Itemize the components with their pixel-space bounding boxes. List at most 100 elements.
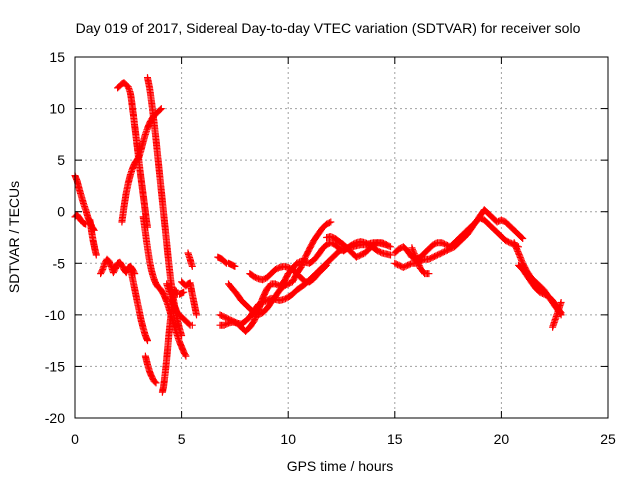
data-point-run	[280, 271, 291, 286]
data-point-run	[485, 210, 496, 221]
data-point-run	[340, 241, 351, 252]
data-point-run	[184, 249, 192, 258]
data-point-run	[310, 252, 321, 264]
data-point-run	[242, 324, 253, 335]
data-point-run	[263, 295, 274, 304]
data-point-run	[493, 217, 504, 226]
data-point-run	[150, 117, 160, 142]
y-tick-label: 15	[49, 49, 65, 65]
data-point-run	[301, 258, 312, 267]
data-point-run	[271, 280, 282, 289]
data-point-run	[220, 320, 231, 329]
data-point-run	[459, 231, 470, 242]
data-point-run	[220, 313, 231, 322]
data-point-run	[404, 260, 414, 269]
data-point-run	[237, 296, 248, 307]
data-point-run	[297, 274, 308, 285]
chart-title: Day 019 of 2017, Sidereal Day-to-day VTE…	[76, 20, 581, 36]
data-point-run	[544, 292, 555, 303]
data-point-run	[455, 231, 466, 242]
data-point-run	[263, 271, 274, 282]
series-seg15	[214, 253, 239, 270]
data-point-run	[154, 156, 164, 183]
series-seg25	[515, 261, 565, 317]
data-point-run	[187, 259, 196, 270]
data-point-run	[254, 275, 265, 283]
data-point-run	[335, 246, 346, 255]
data-point-run	[323, 218, 335, 228]
data-point-run	[144, 244, 153, 264]
data-point-run	[276, 283, 287, 294]
data-point-run	[225, 259, 234, 268]
data-point-run	[497, 216, 508, 225]
data-point-run	[146, 84, 155, 106]
data-point-run	[527, 278, 539, 291]
data-point-run	[289, 266, 300, 277]
data-point-run	[515, 261, 526, 272]
data-point-run	[176, 324, 186, 339]
data-point-run	[91, 247, 100, 259]
data-point-run	[515, 230, 527, 242]
series-seg13	[178, 278, 200, 319]
data-point-run	[103, 255, 112, 264]
data-point-run	[141, 332, 151, 345]
data-point-run	[156, 105, 165, 114]
data-point-run	[186, 321, 196, 329]
data-point-run	[158, 288, 168, 299]
data-point-run	[352, 241, 363, 250]
x-tick-label: 0	[71, 431, 79, 447]
data-point-run	[314, 226, 325, 238]
data-point-run	[438, 248, 448, 257]
data-point-run	[404, 247, 415, 260]
data-point-run	[293, 258, 304, 267]
series-seg5	[114, 79, 151, 231]
data-point-run	[480, 206, 491, 217]
data-point-run	[216, 254, 225, 263]
data-point-run	[532, 284, 543, 295]
data-point-run	[161, 218, 170, 245]
data-point-run	[114, 83, 123, 92]
data-point-run	[416, 250, 428, 261]
data-point-run	[421, 246, 432, 257]
data-point-run	[382, 250, 394, 259]
data-point-run	[218, 255, 227, 264]
data-point-run	[327, 233, 338, 242]
data-point-run	[519, 266, 530, 278]
data-point-run	[536, 282, 547, 293]
data-point-run	[250, 273, 261, 282]
data-point-run	[163, 239, 173, 266]
data-point-run	[374, 247, 385, 256]
data-point-run	[154, 107, 163, 116]
data-point-run	[323, 233, 333, 241]
data-point-run	[190, 301, 200, 319]
data-point-run	[267, 294, 279, 306]
data-point-run	[186, 255, 195, 266]
data-point-run	[227, 260, 236, 269]
x-tick-label: 5	[178, 431, 186, 447]
data-point-run	[156, 177, 166, 204]
data-point-run	[451, 240, 462, 251]
data-point-run	[185, 252, 194, 262]
data-point-run	[395, 261, 406, 271]
data-point-run	[293, 270, 304, 281]
plot-frame	[74, 56, 609, 419]
data-point-run	[97, 267, 106, 278]
data-point-run	[254, 310, 265, 319]
data-point-run	[361, 240, 372, 249]
data-points	[71, 74, 565, 396]
data-point-run	[158, 384, 167, 396]
data-point-run	[331, 235, 342, 245]
data-point-run	[442, 241, 453, 250]
data-point-run	[156, 285, 166, 295]
x-tick-label: 20	[494, 431, 510, 447]
data-point-run	[284, 263, 295, 273]
data-point-run	[263, 281, 274, 293]
data-point-run	[310, 271, 321, 283]
y-tick-label: 0	[57, 204, 65, 220]
data-point-run	[301, 246, 313, 261]
data-point-run	[399, 243, 410, 254]
data-point-run	[80, 219, 90, 228]
data-point-run	[182, 317, 191, 326]
data-point-run	[178, 278, 187, 287]
